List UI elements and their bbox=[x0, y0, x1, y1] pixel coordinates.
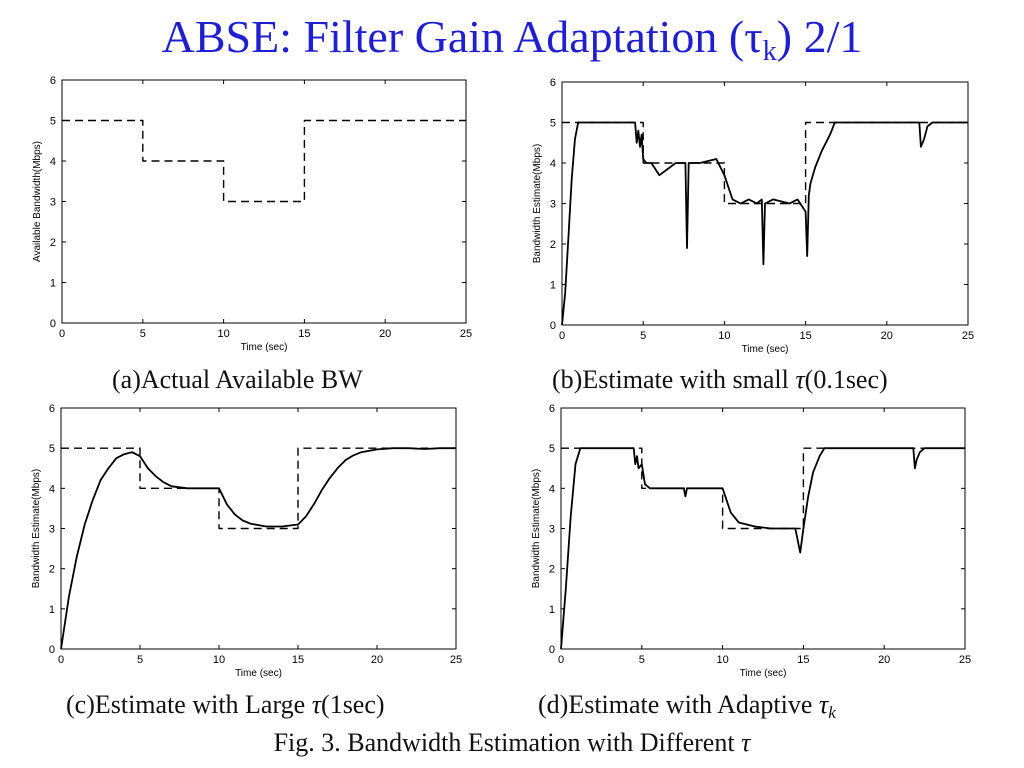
panel-b-caption-symbol: τ bbox=[795, 365, 805, 394]
chart-a-y-tick-label: 1 bbox=[50, 278, 56, 290]
chart-a-y-tick-label: 6 bbox=[50, 75, 56, 87]
chart-b-y-tick-label: 2 bbox=[550, 239, 556, 251]
chart-a-y-tick-label: 2 bbox=[50, 237, 56, 249]
figure-caption-symbol: τ bbox=[741, 728, 751, 757]
chart-d-x-tick-label: 25 bbox=[959, 654, 971, 666]
chart-c-x-tick-label: 0 bbox=[58, 654, 64, 666]
chart-d-x-tick-label: 0 bbox=[558, 654, 564, 666]
chart-b-x-tick-label: 10 bbox=[718, 330, 730, 342]
panel-c-caption: (c)Estimate with Large τ(1sec) bbox=[66, 690, 385, 720]
chart-a-x-tick-label: 0 bbox=[59, 328, 65, 340]
chart-b-x-tick-label: 20 bbox=[881, 330, 893, 342]
chart-c-series-estimate-line bbox=[60, 447, 456, 650]
chart-d-y-tick-label: 1 bbox=[549, 604, 555, 616]
panel-a-caption-text: (a)Actual Available BW bbox=[112, 365, 363, 394]
panel-d-caption-subscript: k bbox=[828, 703, 836, 722]
chart-b-x-tick-label: 0 bbox=[559, 330, 565, 342]
chart-c-y-tick-label: 3 bbox=[49, 524, 55, 536]
chart-a-series-actual-bw-line bbox=[62, 119, 466, 203]
chart-b-x-tick-label: 25 bbox=[962, 330, 974, 342]
chart-a-y-tick-label: 4 bbox=[50, 156, 56, 168]
slide-title-subscript: k bbox=[762, 36, 777, 67]
panel-c-caption-tail: (1sec) bbox=[321, 690, 385, 719]
chart-d-y-tick-label: 0 bbox=[549, 644, 555, 656]
chart-c-y-tick-label: 0 bbox=[49, 644, 55, 656]
chart-d-y-axis-label: Bandwidth Estimate(Mbps) bbox=[531, 469, 542, 589]
chart-b-y-tick-label: 0 bbox=[550, 320, 556, 332]
chart-d-frame bbox=[560, 407, 966, 650]
chart-d-y-tick-label: 6 bbox=[549, 403, 555, 415]
chart-a-y-tick-label: 5 bbox=[50, 116, 56, 128]
chart-c-x-axis-label: Time (sec) bbox=[235, 668, 282, 679]
chart-d-x-tick-label: 5 bbox=[639, 654, 645, 666]
slide-title-tail: ) 2/1 bbox=[776, 11, 863, 62]
panel-b-caption: (b)Estimate with small τ(0.1sec) bbox=[552, 365, 888, 395]
chart-d-y-tick-label: 2 bbox=[549, 564, 555, 576]
slide-title: ABSE: Filter Gain Adaptation (τk) 2/1 bbox=[0, 0, 1024, 74]
chart-c-y-tick-label: 5 bbox=[49, 443, 55, 455]
chart-b-y-axis-label: Bandwidth Estimate(Mbps) bbox=[532, 144, 543, 264]
chart-d-x-tick-label: 10 bbox=[716, 654, 728, 666]
panel-d-caption-text: (d)Estimate with Adaptive bbox=[538, 690, 819, 719]
chart-a-y-tick-label: 3 bbox=[50, 197, 56, 209]
chart-a-y-axis-label: Available Bandwidth(Mbps) bbox=[32, 141, 43, 262]
chart-d-x-tick-label: 15 bbox=[797, 654, 809, 666]
chart-c-y-tick-label: 4 bbox=[49, 483, 55, 495]
panel-d-caption: (d)Estimate with Adaptive τk bbox=[538, 690, 836, 723]
chart-c-x-tick-label: 15 bbox=[292, 654, 304, 666]
chart-c-x-tick-label: 5 bbox=[137, 654, 143, 666]
chart-d-y-tick-label: 3 bbox=[549, 524, 555, 536]
panel-b-caption-tail: (0.1sec) bbox=[804, 365, 888, 394]
chart-c-y-tick-label: 6 bbox=[49, 403, 55, 415]
chart-d-series-estimate-line bbox=[560, 447, 965, 650]
panel-c-caption-symbol: τ bbox=[311, 690, 322, 719]
panel-d-caption-symbol: τ bbox=[818, 690, 829, 719]
chart-a-x-tick-label: 20 bbox=[379, 328, 391, 340]
chart-b-y-tick-label: 6 bbox=[550, 77, 556, 89]
chart-c-y-axis-label: Bandwidth Estimate(Mbps) bbox=[31, 469, 42, 589]
chart-c-x-tick-label: 10 bbox=[213, 654, 225, 666]
slide-title-main: ABSE: Filter Gain Adaptation ( bbox=[161, 11, 745, 62]
chart-a-x-tick-label: 10 bbox=[217, 328, 229, 340]
panel-b-caption-text: (b)Estimate with small bbox=[552, 365, 796, 394]
chart-a-frame bbox=[61, 79, 467, 324]
chart-b-y-tick-label: 3 bbox=[550, 199, 556, 211]
chart-c-series-actual-bw-line bbox=[61, 447, 456, 530]
chart-b-x-tick-label: 5 bbox=[640, 330, 646, 342]
chart-a-x-tick-label: 15 bbox=[298, 328, 310, 340]
chart-a-x-tick-label: 5 bbox=[140, 328, 146, 340]
panel-a-caption: (a)Actual Available BW bbox=[112, 365, 363, 395]
chart-c-x-tick-label: 25 bbox=[450, 654, 462, 666]
chart-b-x-axis-label: Time (sec) bbox=[742, 344, 789, 355]
chart-d-x-tick-label: 20 bbox=[878, 654, 890, 666]
chart-b-y-tick-label: 4 bbox=[550, 158, 556, 170]
chart-a-x-tick-label: 25 bbox=[460, 328, 472, 340]
chart-b-x-tick-label: 15 bbox=[799, 330, 811, 342]
chart-d-y-tick-label: 4 bbox=[549, 483, 555, 495]
figure-caption-text: Fig. 3. Bandwidth Estimation with Differ… bbox=[273, 728, 742, 757]
chart-a-y-tick-label: 0 bbox=[50, 318, 56, 330]
chart-b-series-actual-bw-line bbox=[562, 121, 968, 205]
chart-d-y-tick-label: 5 bbox=[549, 443, 555, 455]
chart-b-series-estimate-line bbox=[561, 121, 968, 326]
figure-caption: Fig. 3. Bandwidth Estimation with Differ… bbox=[0, 728, 1024, 758]
chart-d-series-actual-bw-line bbox=[561, 447, 965, 530]
chart-c-x-tick-label: 20 bbox=[371, 654, 383, 666]
chart-a-x-axis-label: Time (sec) bbox=[241, 342, 288, 353]
slide-title-symbol: τ bbox=[744, 11, 763, 62]
chart-b-y-tick-label: 5 bbox=[550, 118, 556, 130]
chart-d-x-axis-label: Time (sec) bbox=[740, 668, 787, 679]
panel-c-caption-text: (c)Estimate with Large bbox=[66, 690, 312, 719]
chart-c-y-tick-label: 2 bbox=[49, 564, 55, 576]
chart-c-y-tick-label: 1 bbox=[49, 604, 55, 616]
chart-b-y-tick-label: 1 bbox=[550, 280, 556, 292]
